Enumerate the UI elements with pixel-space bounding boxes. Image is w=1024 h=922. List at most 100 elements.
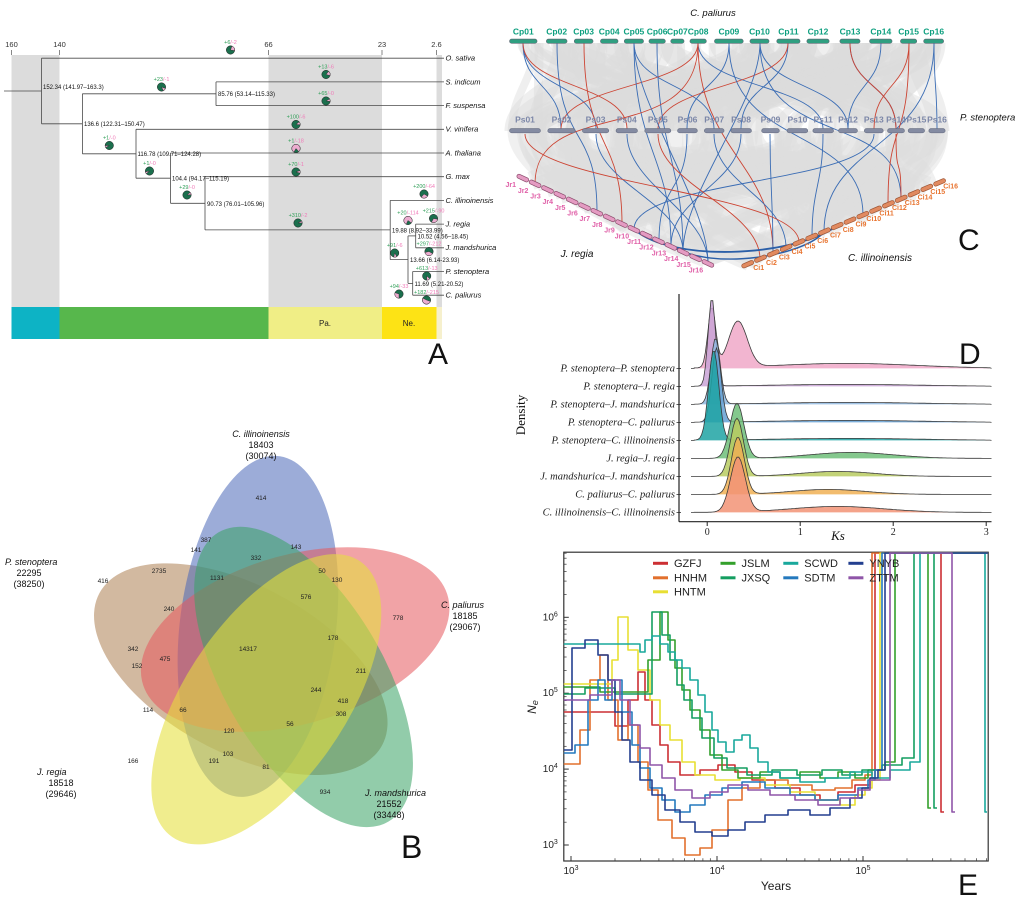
- svg-text:143: 143: [291, 544, 302, 551]
- svg-text:+6/-2: +6/-2: [224, 40, 237, 46]
- svg-text:50: 50: [318, 568, 326, 575]
- svg-text:Cp10: Cp10: [749, 27, 770, 37]
- svg-text:178: 178: [328, 635, 339, 642]
- svg-text:C. illinoinensis: C. illinoinensis: [446, 196, 494, 205]
- svg-text:152: 152: [132, 663, 143, 670]
- svg-text:P. stenoptera: P. stenoptera: [960, 113, 1015, 124]
- svg-text:Cp05: Cp05: [624, 27, 645, 37]
- svg-text:Cp08: Cp08: [688, 27, 709, 37]
- svg-text:O. sativa: O. sativa: [446, 54, 476, 63]
- svg-text:Ps04: Ps04: [617, 115, 637, 125]
- svg-text:Jr12: Jr12: [639, 245, 654, 252]
- svg-text:Jr5: Jr5: [555, 205, 566, 212]
- svg-text:(33448): (33448): [373, 810, 404, 820]
- svg-text:P. stenoptera–C. paliurus: P. stenoptera–C. paliurus: [567, 417, 675, 428]
- svg-text:+215/-90: +215/-90: [423, 209, 445, 215]
- svg-text:387: 387: [201, 537, 212, 544]
- svg-text:C: C: [958, 224, 980, 257]
- svg-text:Ci11: Ci11: [879, 211, 894, 218]
- svg-text:HNTM: HNTM: [674, 586, 706, 598]
- svg-text:(29067): (29067): [449, 622, 480, 632]
- svg-text:+1/-18: +1/-18: [288, 139, 304, 145]
- svg-text:P. stenoptera: P. stenoptera: [446, 267, 490, 276]
- svg-text:18185: 18185: [452, 611, 477, 621]
- svg-text:C. paliurus: C. paliurus: [446, 291, 482, 300]
- svg-text:Ps12: Ps12: [838, 115, 858, 125]
- svg-text:Years: Years: [761, 879, 791, 893]
- svg-text:475: 475: [160, 656, 171, 663]
- svg-text:342: 342: [128, 646, 139, 653]
- svg-text:P. stenoptera–J. mandshurica: P. stenoptera–J. mandshurica: [549, 399, 675, 410]
- svg-text:Pa.: Pa.: [319, 319, 331, 328]
- svg-text:934: 934: [320, 789, 331, 796]
- svg-text:130: 130: [332, 577, 343, 584]
- svg-text:Cp14: Cp14: [870, 27, 891, 37]
- svg-text:Ci2: Ci2: [766, 260, 777, 267]
- svg-text:+65/-0: +65/-0: [318, 91, 334, 97]
- svg-text:Ci10: Ci10: [866, 216, 881, 223]
- svg-text:418: 418: [338, 698, 349, 705]
- svg-text:Ci3: Ci3: [779, 254, 790, 261]
- svg-text:Ps14: Ps14: [886, 115, 906, 125]
- svg-text:Cp03: Cp03: [573, 27, 594, 37]
- svg-text:2735: 2735: [152, 568, 167, 575]
- svg-text:+13/-6: +13/-6: [318, 65, 334, 71]
- svg-text:Ps03: Ps03: [586, 115, 606, 125]
- svg-text:308: 308: [336, 711, 347, 718]
- svg-text:JXSQ: JXSQ: [742, 572, 771, 584]
- svg-text:Ci4: Ci4: [792, 249, 803, 256]
- svg-text:Ps10: Ps10: [787, 115, 807, 125]
- svg-text:Jr7: Jr7: [580, 216, 591, 223]
- svg-text:Cp07: Cp07: [667, 27, 688, 37]
- svg-text:1131: 1131: [210, 575, 224, 582]
- svg-text:18518: 18518: [48, 778, 73, 788]
- svg-text:90.73 (76.01–105.96): 90.73 (76.01–105.96): [207, 202, 264, 208]
- svg-text:66: 66: [179, 707, 187, 714]
- svg-text:10.52 (4.56–18.45): 10.52 (4.56–18.45): [418, 234, 469, 240]
- svg-text:211: 211: [356, 668, 367, 675]
- svg-text:85.76 (53.14–115.33): 85.76 (53.14–115.33): [218, 92, 275, 98]
- svg-text:21552: 21552: [376, 799, 401, 809]
- svg-text:HNHM: HNHM: [674, 572, 707, 584]
- svg-text:Cp13: Cp13: [840, 27, 861, 37]
- svg-text:Cp02: Cp02: [546, 27, 567, 37]
- svg-text:191: 191: [209, 758, 220, 765]
- svg-text:22295: 22295: [16, 568, 41, 578]
- svg-text:1: 1: [798, 527, 803, 538]
- svg-text:Ci12: Ci12: [892, 205, 907, 212]
- svg-text:244: 244: [311, 687, 322, 694]
- svg-text:JSLM: JSLM: [742, 558, 770, 570]
- svg-text:C. paliurus–C. paliurus: C. paliurus–C. paliurus: [575, 489, 675, 500]
- svg-text:Ci15: Ci15: [930, 189, 945, 196]
- svg-text:J. regia: J. regia: [445, 220, 471, 229]
- svg-text:240: 240: [164, 606, 175, 613]
- svg-text:Jr15: Jr15: [676, 262, 691, 269]
- svg-text:576: 576: [301, 594, 312, 601]
- svg-text:2.6: 2.6: [431, 40, 441, 49]
- svg-text:136.6 (122.31–150.47): 136.6 (122.31–150.47): [84, 122, 145, 128]
- svg-text:Jr8: Jr8: [592, 222, 603, 229]
- svg-text:Ci14: Ci14: [918, 194, 933, 201]
- svg-text:Ci7: Ci7: [830, 233, 841, 240]
- svg-text:SCWD: SCWD: [804, 558, 838, 570]
- svg-text:Cp12: Cp12: [808, 27, 829, 37]
- svg-text:414: 414: [256, 495, 267, 502]
- svg-text:Jr11: Jr11: [627, 239, 641, 246]
- svg-text:C. paliurus: C. paliurus: [690, 8, 736, 19]
- svg-text:Ci1: Ci1: [753, 265, 764, 272]
- svg-text:J. regia: J. regia: [560, 249, 594, 260]
- svg-text:C. illinoinensis: C. illinoinensis: [232, 429, 290, 439]
- svg-text:C. paliurus: C. paliurus: [441, 600, 485, 610]
- svg-text:416: 416: [98, 578, 109, 585]
- svg-text:332: 332: [251, 555, 262, 562]
- svg-text:Ps09: Ps09: [761, 115, 781, 125]
- svg-text:19.88 (8.92–33.99): 19.88 (8.92–33.99): [392, 228, 443, 234]
- svg-text:+23/-1: +23/-1: [154, 77, 170, 83]
- svg-text:(38250): (38250): [13, 579, 44, 589]
- svg-text:J. mandshurica: J. mandshurica: [445, 243, 497, 252]
- svg-text:+94/-33: +94/-33: [390, 284, 409, 290]
- svg-text:(29646): (29646): [45, 789, 76, 799]
- svg-text:+1/-0: +1/-0: [103, 136, 116, 142]
- svg-text:B: B: [401, 829, 422, 865]
- svg-text:C. illinoinensis: C. illinoinensis: [848, 253, 912, 264]
